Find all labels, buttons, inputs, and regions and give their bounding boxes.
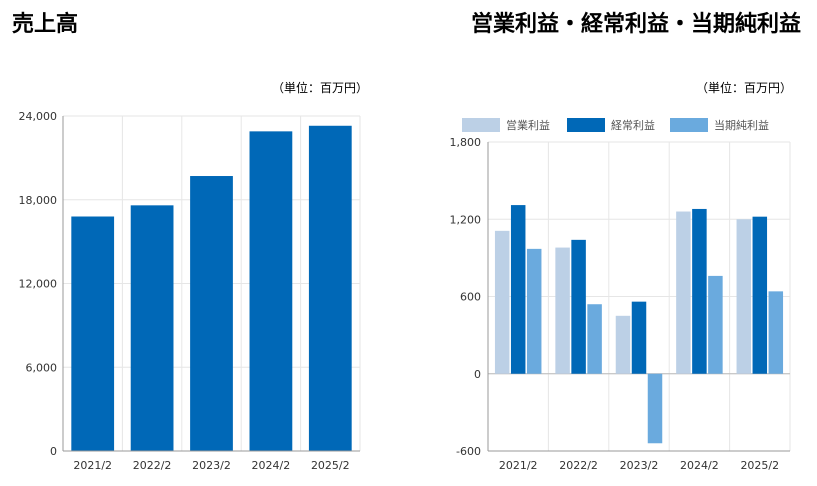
sales-unit-label: （単位：百万円） <box>272 81 369 95</box>
profit-bar <box>631 301 647 374</box>
profit-y-tick-label: 600 <box>460 291 481 304</box>
profit-bar <box>708 275 723 374</box>
profit-legend-label: 経常利益 <box>611 118 655 132</box>
profit-bar <box>752 216 768 374</box>
sales-bar <box>308 125 352 451</box>
profit-legend-label: 当期純利益 <box>714 118 769 132</box>
profit-chart-title: 営業利益・経常利益・当期純利益 <box>470 12 801 37</box>
profit-x-tick-label: 2023/2 <box>620 459 659 472</box>
sales-x-tick-label: 2021/2 <box>73 459 112 472</box>
profit-x-tick-label: 2022/2 <box>559 459 598 472</box>
profit-bar <box>510 205 526 374</box>
sales-x-tick-label: 2022/2 <box>133 459 172 472</box>
sales-bar <box>249 131 293 451</box>
sales-bar <box>71 216 115 451</box>
profit-x-tick-label: 2021/2 <box>499 459 538 472</box>
sales-y-tick-label: 18,000 <box>19 194 58 207</box>
profit-bar <box>587 304 602 374</box>
sales-chart-title: 売上高 <box>12 12 79 37</box>
profit-y-tick-label: 0 <box>474 368 481 381</box>
profit-unit-label: （単位：百万円） <box>696 81 793 95</box>
sales-y-tick-label: 24,000 <box>19 110 58 123</box>
profit-bar <box>768 291 784 374</box>
sales-x-tick-label: 2023/2 <box>192 459 231 472</box>
sales-y-tick-label: 0 <box>50 445 57 458</box>
profit-y-tick-label: 1,200 <box>450 213 482 226</box>
profit-bar <box>676 211 691 374</box>
profit-bar <box>571 239 586 374</box>
profit-y-tick-label: 1,800 <box>450 136 482 149</box>
profit-x-tick-label: 2025/2 <box>740 459 779 472</box>
profit-y-tick-label: -600 <box>456 445 481 458</box>
profit-bar <box>647 373 663 444</box>
profit-bar <box>615 315 631 374</box>
sales-bar <box>190 176 233 452</box>
profit-x-tick-label: 2024/2 <box>680 459 719 472</box>
profit-legend-swatch <box>567 118 605 132</box>
sales-y-tick-label: 6,000 <box>26 361 58 374</box>
profit-legend-label: 営業利益 <box>506 118 550 132</box>
profit-bar <box>526 248 542 374</box>
profit-bar <box>692 208 707 374</box>
sales-x-tick-label: 2025/2 <box>311 459 350 472</box>
profit-legend-swatch <box>670 118 708 132</box>
profit-bar <box>494 230 510 374</box>
profit-bar <box>736 219 752 374</box>
profit-bar <box>555 247 570 374</box>
sales-y-tick-label: 12,000 <box>19 278 58 291</box>
sales-bar <box>130 205 174 451</box>
profit-legend-swatch <box>462 118 500 132</box>
sales-x-tick-label: 2024/2 <box>252 459 291 472</box>
